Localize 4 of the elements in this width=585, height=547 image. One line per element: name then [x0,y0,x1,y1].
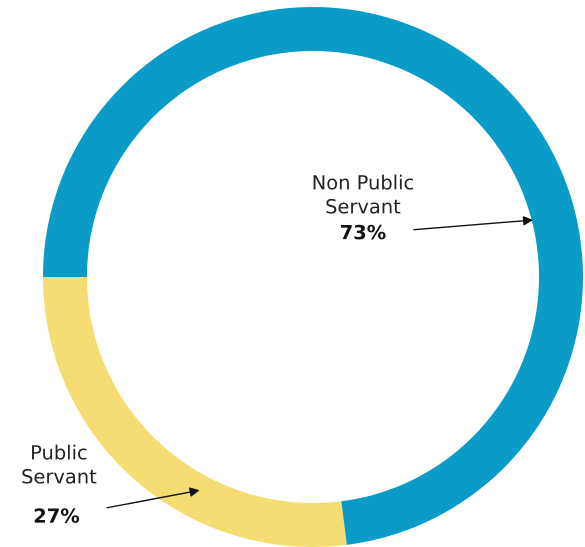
slice-label: Public Servant [22,444,96,484]
data-label: 27% [34,508,80,523]
data-label: 73% [340,224,386,240]
slice-label: Non Public Servant [314,174,413,214]
